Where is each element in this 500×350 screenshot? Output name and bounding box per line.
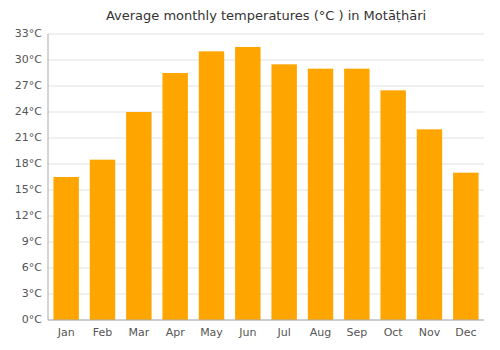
bars — [53, 47, 478, 320]
bar — [162, 73, 187, 320]
y-tick-label: 9°C — [22, 235, 42, 248]
grid-line — [48, 60, 484, 61]
y-axis-line — [48, 34, 49, 320]
bar — [199, 51, 224, 320]
x-tick-label: Dec — [455, 326, 476, 339]
grid-line — [48, 34, 484, 35]
title: Average monthly temperatures (°C ) in Mo… — [106, 8, 426, 23]
y-tick-label: 15°C — [15, 183, 42, 196]
bar — [126, 112, 151, 320]
x-tick-label: Feb — [93, 326, 112, 339]
y-tick-label: 33°C — [15, 27, 42, 40]
grid — [48, 34, 484, 320]
x-axis-line — [48, 320, 484, 321]
x-tick-label: Jan — [57, 326, 75, 339]
bar — [417, 129, 442, 320]
x-tick-label: Jul — [277, 326, 291, 339]
bar — [453, 173, 478, 320]
grid-line — [48, 86, 484, 87]
y-tick-label: 21°C — [15, 131, 42, 144]
bar — [90, 160, 115, 320]
y-tick-label: 30°C — [15, 53, 42, 66]
x-tick-label: Aug — [310, 326, 331, 339]
bar — [308, 69, 333, 320]
y-tick-label: 27°C — [15, 79, 42, 92]
x-tick-label: Nov — [419, 326, 441, 339]
y-tick-label: 24°C — [15, 105, 42, 118]
bar — [53, 177, 78, 320]
chart: Average monthly temperatures (°C ) in Mo… — [0, 0, 500, 350]
grid-line — [48, 112, 484, 113]
bar — [235, 47, 260, 320]
y-tick-label: 18°C — [15, 157, 42, 170]
x-tick-label: Mar — [128, 326, 149, 339]
y-tick-label: 3°C — [22, 287, 42, 300]
x-tick-label: Oct — [384, 326, 404, 339]
bar — [271, 64, 296, 320]
page: {"chart_data": {"type": "bar", "title": … — [0, 0, 500, 350]
x-tick-label: Sep — [346, 326, 367, 339]
y-tick-label: 0°C — [22, 313, 42, 326]
x-tick-label: Jun — [238, 326, 256, 339]
y-tick-label: 12°C — [15, 209, 42, 222]
y-tick-label: 6°C — [22, 261, 42, 274]
x-tick-label: May — [200, 326, 223, 339]
x-tick-label: Apr — [166, 326, 186, 339]
grid-line — [48, 320, 484, 321]
bar — [380, 90, 405, 320]
x-axis: Jan Feb Mar Apr May Jun Jul Aug Sep Oct Nov Dec — [57, 326, 477, 339]
bar — [344, 69, 369, 320]
y-axis: 0°C 3°C 6°C 9°C 12°C 15°C 18°C 21°C 24°C 27°C 30°C… — [15, 27, 42, 326]
